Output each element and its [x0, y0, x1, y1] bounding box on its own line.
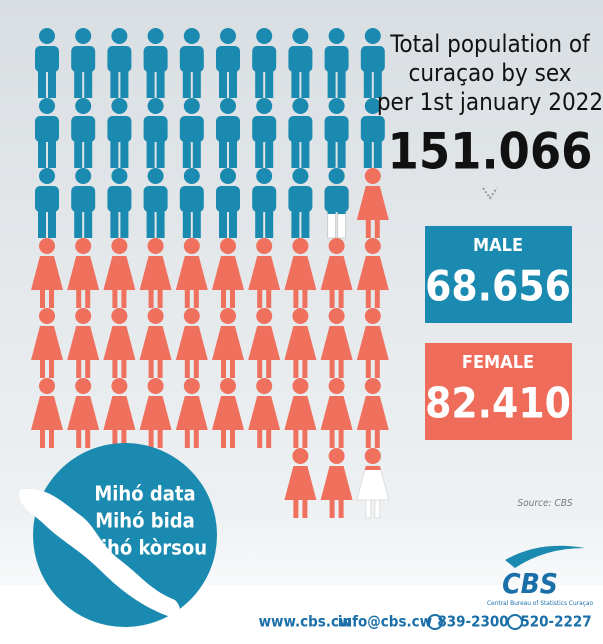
female-icon — [175, 378, 208, 448]
male-icon — [216, 98, 240, 168]
male-icon — [252, 168, 277, 238]
female-icon — [212, 308, 244, 378]
male-icon — [179, 98, 204, 168]
male-icon — [107, 28, 132, 98]
source: Source: CBS — [517, 498, 572, 509]
male-icon — [360, 28, 385, 98]
slogan: Mihó bida — [95, 509, 195, 533]
male-icon — [35, 28, 59, 98]
female-icon — [139, 308, 172, 378]
phone: 520-2227 — [520, 613, 591, 631]
male-icon — [143, 28, 168, 98]
male-icon — [35, 168, 59, 238]
female-icon — [284, 238, 317, 308]
female-icon — [320, 238, 353, 308]
male-icon — [324, 28, 349, 98]
male-icon — [360, 98, 385, 168]
female-icon — [31, 378, 63, 448]
female-icon — [67, 308, 100, 378]
female-icon — [31, 238, 63, 308]
female-icon — [356, 168, 389, 238]
phone-icon — [427, 614, 443, 630]
male-icon — [71, 98, 96, 168]
male-icon — [107, 168, 132, 238]
male-icon — [107, 98, 132, 168]
slogan-circle — [33, 443, 217, 627]
website: www.cbs.cw — [259, 613, 352, 631]
female-icon — [320, 448, 353, 518]
female-value: 82.410 — [425, 379, 571, 428]
logo-subtitle: Central Bureau of Statistics Curaçao — [487, 599, 594, 607]
female-icon — [103, 378, 136, 448]
female-icon — [67, 238, 100, 308]
male-value: 68.656 — [425, 262, 571, 311]
male-icon — [288, 98, 313, 168]
male-icon — [216, 28, 240, 98]
title-line: per 1st january 2022 — [377, 88, 603, 116]
male-icon — [324, 168, 349, 214]
logo-name: CBS — [502, 567, 558, 600]
phone: 839-2300 — [437, 613, 508, 631]
female-icon — [364, 448, 381, 470]
island — [19, 489, 180, 617]
male-icon — [252, 98, 277, 168]
female-icon — [139, 238, 172, 308]
male-icon — [71, 28, 96, 98]
email: info@cbs.cw — [338, 613, 432, 631]
female-icon — [284, 448, 317, 518]
female-icon — [248, 238, 281, 308]
female-label: FEMALE — [462, 352, 534, 373]
male-icon — [71, 168, 96, 238]
male-icon — [216, 168, 240, 238]
slogan: Mihó data — [94, 482, 195, 506]
male-label: MALE — [473, 235, 523, 256]
male-icon — [179, 168, 204, 238]
male-icon — [324, 98, 349, 168]
female-icon — [248, 308, 281, 378]
chevron — [482, 187, 498, 200]
female-icon — [320, 378, 353, 448]
pictogram — [31, 28, 390, 519]
female-icon — [175, 308, 208, 378]
male-icon — [252, 28, 277, 98]
female-icon — [175, 238, 208, 308]
logo-swoosh — [505, 545, 585, 568]
female-icon — [212, 378, 244, 448]
female-icon — [356, 378, 389, 448]
female-icon — [284, 378, 317, 448]
female-icon — [103, 308, 136, 378]
male-icon — [143, 168, 168, 238]
title-line: Total population of — [389, 30, 591, 58]
male-icon — [288, 28, 313, 98]
female-icon — [103, 238, 136, 308]
title-line: curaçao by sex — [408, 59, 571, 87]
female-icon — [67, 378, 100, 448]
male-icon — [288, 168, 313, 238]
male-box — [425, 226, 572, 323]
female-box — [425, 343, 572, 440]
female-icon — [248, 378, 281, 448]
male-icon — [35, 98, 59, 168]
female-icon — [31, 308, 63, 378]
female-icon — [320, 308, 353, 378]
female-icon — [139, 378, 172, 448]
male-icon — [179, 28, 204, 98]
female-icon — [212, 238, 244, 308]
female-icon — [284, 308, 317, 378]
total: 151.066 — [388, 123, 593, 181]
slogan: Mihó kòrsou — [83, 536, 207, 560]
male-icon — [143, 98, 168, 168]
female-icon — [356, 238, 389, 308]
female-icon — [356, 308, 389, 378]
whatsapp-icon — [507, 614, 523, 630]
